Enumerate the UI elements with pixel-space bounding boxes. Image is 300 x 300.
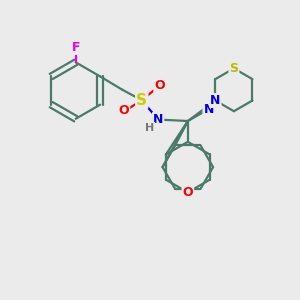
Text: O: O (118, 104, 129, 117)
Text: F: F (71, 41, 80, 54)
Text: O: O (154, 79, 165, 92)
Text: N: N (153, 113, 163, 126)
Text: O: O (182, 186, 193, 199)
Text: S: S (230, 62, 238, 75)
Text: N: N (203, 103, 214, 116)
Text: S: S (136, 93, 147, 108)
Text: H: H (145, 123, 154, 133)
Text: N: N (210, 94, 220, 107)
